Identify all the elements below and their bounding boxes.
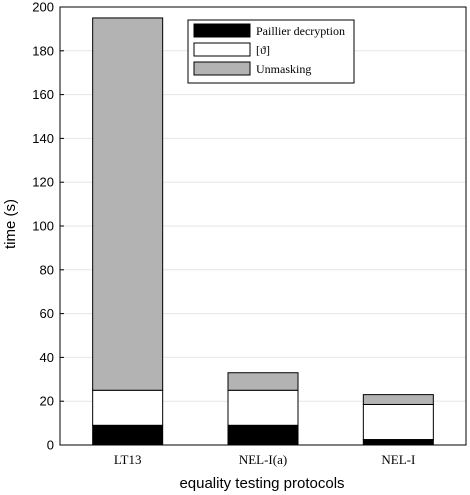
bar-segment [227, 389, 299, 426]
y-tick-label: 180 [32, 43, 54, 58]
x-tick-label: NEL-I [381, 452, 415, 467]
y-axis-title: time (s) [2, 199, 19, 249]
y-tick-label: 40 [40, 350, 54, 365]
legend-label: Unmasking [256, 62, 311, 76]
y-tick-label: 160 [32, 87, 54, 102]
legend-swatch [193, 42, 251, 57]
y-tick-label: 20 [40, 394, 54, 409]
y-tick-label: 0 [47, 438, 54, 453]
y-tick-label: 80 [40, 262, 54, 277]
x-tick-label: NEL-I(a) [239, 452, 287, 467]
bars [92, 17, 434, 446]
y-tick-label: 120 [32, 175, 54, 190]
y-tick-label: 60 [40, 306, 54, 321]
legend-swatch [193, 23, 251, 38]
bar-segment [92, 389, 164, 426]
legend-swatch [193, 61, 251, 76]
x-axis-title: equality testing protocols [179, 475, 344, 492]
legend-label: Paillier decryption [256, 24, 345, 38]
bar-segment [92, 17, 164, 391]
y-tick-labels: 0 20 40 60 80 100 120 140 160 180 200 [32, 0, 64, 453]
x-tick-label: LT13 [114, 452, 142, 467]
x-tick-labels: LT13 NEL-I(a) NEL-I [114, 441, 415, 467]
legend-label: [ϑ] [256, 43, 270, 57]
bar-segment [362, 403, 434, 441]
legend: Paillier decryption [ϑ] Unmasking [187, 19, 355, 84]
y-tick-label: 140 [32, 131, 54, 146]
bar-segment [362, 394, 434, 405]
y-tick-label: 100 [32, 219, 54, 234]
y-tick-label: 200 [32, 0, 54, 15]
bar-segment [227, 372, 299, 391]
